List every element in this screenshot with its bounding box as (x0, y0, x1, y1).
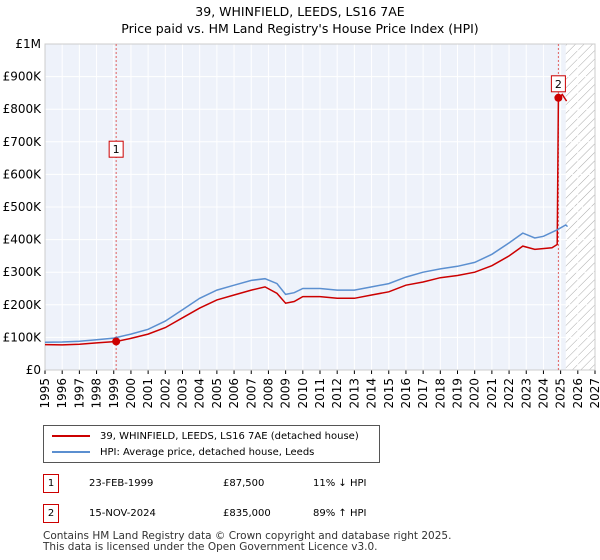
x-tick-label: 2020 (468, 378, 482, 409)
x-tick-label: 2022 (502, 378, 516, 409)
x-tick-label: 1999 (107, 378, 121, 409)
legend-swatch-hpi (52, 451, 90, 453)
x-tick-label: 2009 (279, 378, 293, 409)
x-tick-label: 2019 (451, 378, 465, 409)
x-tick-label: 2008 (261, 378, 275, 409)
x-tick-label: 2017 (416, 378, 430, 409)
price-paid-line (44, 93, 568, 346)
x-tick-label: 2027 (588, 378, 600, 409)
sale-point (554, 93, 563, 102)
legend-item-hpi: HPI: Average price, detached house, Leed… (52, 445, 314, 459)
price-chart: £0 £100K £200K £300K £400K £500K £600K £700K £80… (3, 37, 600, 409)
footer-copyright: Contains HM Land Registry data © Crown c… (43, 530, 452, 542)
transaction-hpi-change: 89% ↑ HPI (313, 508, 367, 519)
x-tick-label: 2015 (382, 378, 396, 409)
x-tick-label: 2012 (330, 378, 344, 409)
y-tick-label: £900K (3, 70, 43, 84)
x-tick-label: 2001 (141, 378, 155, 409)
footer: Contains HM Land Registry data © Crown c… (43, 531, 451, 553)
plot-border (44, 43, 596, 371)
x-tick-label: 2016 (399, 378, 413, 409)
chart-subtitle: Price paid vs. HM Land Registry's House … (121, 21, 479, 36)
x-tick-label: 2004 (193, 378, 207, 409)
x-tick-label: 2011 (313, 378, 327, 409)
x-tick-label: 2005 (210, 378, 224, 409)
transaction-row: 2 15-NOV-2024 £835,000 89% ↑ HPI (43, 504, 543, 524)
sale-point (112, 337, 121, 346)
y-tick-label: £300K (3, 265, 43, 279)
x-tick-label: 1996 (55, 378, 69, 409)
x-tick-label: 2010 (296, 378, 310, 409)
legend-label-hpi: HPI: Average price, detached house, Leed… (100, 446, 315, 458)
legend-item-price: 39, WHINFIELD, LEEDS, LS16 7AE (detached… (52, 429, 359, 443)
y-tick-label: £100K (3, 330, 43, 344)
x-tick-label: 2024 (536, 378, 550, 409)
sale-label-box (550, 75, 566, 93)
x-tick-label: 2000 (124, 378, 138, 409)
legend: 39, WHINFIELD, LEEDS, LS16 7AE (detached… (43, 425, 380, 463)
transaction-price: £87,500 (223, 478, 265, 489)
hpi-line (44, 223, 569, 344)
x-tick-label: 2021 (485, 378, 499, 409)
y-tick-label: £700K (3, 135, 43, 149)
chart-title: 39, WHINFIELD, LEEDS, LS16 7AE (195, 4, 405, 19)
x-tick-label: 1997 (72, 378, 86, 409)
x-tick-label: 2003 (176, 378, 190, 409)
x-tick-label: 2007 (244, 378, 258, 409)
x-tick-label: 1998 (90, 378, 104, 409)
transaction-price: £835,000 (223, 508, 271, 519)
y-tick-label: £500K (3, 200, 43, 214)
transaction-date: 15-NOV-2024 (89, 508, 156, 519)
footer-license: This data is licensed under the Open Gov… (43, 541, 378, 553)
x-tick-label: 2006 (227, 378, 241, 409)
x-tick-label: 2013 (347, 378, 361, 409)
transaction-badge: 2 (43, 504, 59, 523)
x-tick-label: 2026 (571, 378, 585, 409)
sale-label: 2 (555, 78, 562, 91)
legend-label-price: 39, WHINFIELD, LEEDS, LS16 7AE (detached… (100, 430, 359, 442)
x-tick-label: 2014 (365, 378, 379, 409)
y-tick-label: £600K (3, 167, 43, 181)
x-tick-label: 1995 (38, 378, 52, 409)
y-tick-label: £400K (3, 233, 43, 247)
y-tick-label: £200K (3, 298, 43, 312)
x-tick-label: 2023 (519, 378, 533, 409)
transaction-row: 1 23-FEB-1999 £87,500 11% ↓ HPI (43, 474, 543, 494)
transaction-hpi-change: 11% ↓ HPI (313, 478, 367, 489)
x-tick-label: 2025 (554, 378, 568, 409)
y-tick-label: £1M (15, 37, 41, 51)
legend-swatch-price (52, 435, 90, 437)
transaction-badge: 1 (43, 474, 59, 493)
sale-label-box (108, 140, 124, 158)
sale-label: 1 (113, 143, 120, 156)
y-tick-label: £0 (26, 363, 41, 377)
y-tick-label: £800K (3, 102, 43, 116)
transaction-date: 23-FEB-1999 (89, 478, 154, 489)
x-tick-label: 2018 (433, 378, 447, 409)
x-tick-label: 2002 (158, 378, 172, 409)
